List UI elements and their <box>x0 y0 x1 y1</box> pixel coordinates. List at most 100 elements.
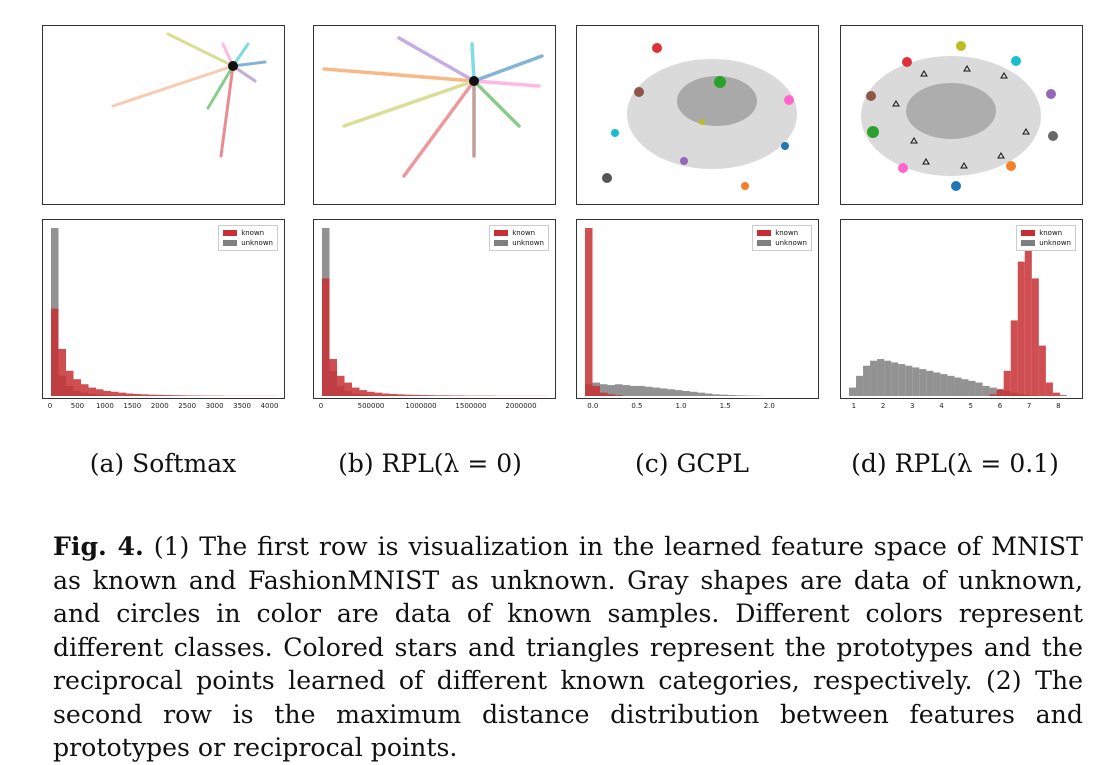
hist-bar-known <box>156 395 164 396</box>
scatter-rpl01 <box>840 25 1083 205</box>
rpl01-cluster <box>1046 89 1056 99</box>
hist-bar-known <box>1046 383 1053 396</box>
hist-bar-unknown <box>683 391 691 396</box>
hist-bar-known <box>104 391 112 396</box>
rpl0-ray <box>324 69 474 81</box>
caption-text: (1) The first row is visualization in th… <box>53 532 1083 762</box>
hist-gcpl: known unknown <box>576 219 819 399</box>
subcaption-a: (a) Softmax <box>38 449 288 478</box>
gcpl-cluster <box>714 76 726 88</box>
hist-bar-known <box>1053 393 1060 396</box>
hist-bar-known <box>367 392 375 396</box>
hist-bar-known <box>194 395 202 396</box>
hist-rpl0: known unknown <box>313 219 556 399</box>
gcpl-cluster <box>781 142 789 150</box>
figure-caption: Fig. 4. (1) The first row is visualizati… <box>53 530 1083 765</box>
legend-known: known <box>1021 228 1071 238</box>
legend-unknown: unknown <box>494 238 544 248</box>
rpl0-center <box>469 76 479 86</box>
hist-bar-known <box>141 394 149 396</box>
x-tick-label: 0.5 <box>631 402 642 410</box>
hist-bar-known <box>89 388 97 396</box>
scatter-rpl0 <box>313 25 556 205</box>
hist-bar-unknown <box>713 394 721 396</box>
x-tick-label: 7 <box>1027 402 1031 410</box>
hist-bar-unknown <box>645 387 653 396</box>
hist-bar-known <box>1011 320 1018 396</box>
hist-bar-unknown <box>623 385 631 396</box>
hist-bar-known <box>134 394 142 396</box>
hist-rpl01: known unknown <box>840 219 1083 399</box>
hist-bar-known <box>322 278 330 396</box>
scatter-rpl01-svg <box>841 26 1082 204</box>
hist-bar-unknown <box>743 395 751 396</box>
x-tick-label: 0.0 <box>587 402 598 410</box>
rpl01-cluster <box>867 126 879 138</box>
rpl01-cluster <box>956 41 966 51</box>
x-tick-label: 500000 <box>358 402 385 410</box>
hist-bar-unknown <box>870 361 877 396</box>
hist-bar-known <box>435 395 443 396</box>
hist-bar-unknown <box>630 386 638 396</box>
subcaption-c: (c) GCPL <box>567 449 817 478</box>
subcaption-b: (b) RPL(λ = 0) <box>305 449 555 478</box>
x-tick-label: 1000000 <box>405 402 436 410</box>
hist-bar-unknown <box>728 395 736 396</box>
hist-bar-known <box>66 371 74 396</box>
hist-bar-unknown <box>905 366 912 396</box>
x-tick-label: 4000 <box>261 402 279 410</box>
hist-bar-unknown <box>976 383 983 396</box>
x-tick-label: 2000000 <box>505 402 536 410</box>
hist-bar-unknown <box>919 369 926 396</box>
rpl0-ray <box>474 81 539 86</box>
rpl01-cluster <box>866 91 876 101</box>
hist-bar-known <box>126 393 134 396</box>
x-tick-label: 0 <box>319 402 323 410</box>
legend: known unknown <box>1016 225 1076 251</box>
hist-bar-unknown <box>933 372 940 396</box>
x-tick-label: 1.5 <box>720 402 731 410</box>
hist-bar-known <box>337 376 345 396</box>
hist-bar-unknown <box>877 359 884 396</box>
hist-bar-unknown <box>891 362 898 396</box>
hist-bar-known <box>608 394 616 396</box>
x-tick-label: 1000 <box>96 402 114 410</box>
hist-bar-unknown <box>653 388 661 396</box>
hist-bar-known <box>397 394 405 396</box>
hist-bar-known <box>382 393 390 396</box>
gcpl-cluster <box>784 95 794 105</box>
hist-bar-unknown <box>954 378 961 396</box>
hist-bar-unknown <box>705 393 713 396</box>
hist-bar-known <box>59 349 67 396</box>
hist-bar-known <box>1018 262 1025 396</box>
x-tick-label: 3000 <box>206 402 224 410</box>
hist-bar-known <box>330 359 338 396</box>
hist-bar-known <box>360 390 368 396</box>
hist-bar-unknown <box>615 384 623 396</box>
x-tick-label: 2 <box>881 402 885 410</box>
hist-bar-known <box>1025 228 1032 396</box>
legend: known unknown <box>489 225 549 251</box>
hist-bar-known <box>600 393 608 396</box>
x-tick-label: 2500 <box>178 402 196 410</box>
rpl01-unknown-core <box>906 83 996 139</box>
hist-bar-unknown <box>969 381 976 396</box>
rpl0-ray <box>344 81 474 126</box>
hist-bar-known <box>997 389 1004 396</box>
softmax-ray <box>168 34 233 66</box>
hist-bar-known <box>390 394 398 396</box>
legend-unknown: unknown <box>757 238 807 248</box>
hist-bar-known <box>615 395 623 396</box>
hist-bar-known <box>111 392 119 396</box>
hist-bar-unknown <box>720 395 728 396</box>
hist-bar-unknown <box>638 386 646 396</box>
softmax-ray <box>221 66 233 156</box>
hist-bar-known <box>375 393 383 396</box>
subcaption-d: (d) RPL(λ = 0.1) <box>830 449 1080 478</box>
hist-bar-known <box>420 395 428 396</box>
legend: known unknown <box>752 225 812 251</box>
gcpl-cluster <box>680 157 688 165</box>
hist-bar-known <box>412 395 420 396</box>
scatter-softmax <box>42 25 285 205</box>
gcpl-cluster <box>634 87 644 97</box>
